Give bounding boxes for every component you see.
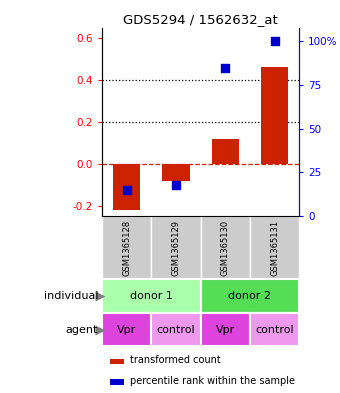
Text: GSM1365130: GSM1365130	[221, 220, 230, 275]
Point	[173, 182, 179, 188]
Bar	[151, 216, 201, 279]
Text: control: control	[157, 325, 195, 334]
Bar	[102, 216, 151, 279]
Text: GSM1365129: GSM1365129	[171, 220, 181, 275]
Point	[124, 187, 129, 193]
Text: transformed count: transformed count	[130, 355, 220, 365]
Text: percentile rank within the sample: percentile rank within the sample	[130, 376, 294, 386]
Text: control: control	[255, 325, 294, 334]
Bar	[250, 313, 299, 346]
Bar	[250, 216, 299, 279]
Text: individual: individual	[44, 291, 98, 301]
Bar	[110, 359, 124, 364]
Bar	[261, 67, 288, 164]
Text: Vpr: Vpr	[216, 325, 235, 334]
Bar	[201, 313, 250, 346]
Bar	[212, 139, 239, 164]
Point	[272, 39, 277, 45]
Text: donor 2: donor 2	[228, 291, 271, 301]
Bar	[102, 313, 151, 346]
Text: donor 1: donor 1	[130, 291, 173, 301]
Bar	[151, 313, 201, 346]
Bar	[163, 164, 189, 180]
Title: GDS5294 / 1562632_at: GDS5294 / 1562632_at	[123, 13, 278, 26]
Text: Vpr: Vpr	[117, 325, 136, 334]
Point	[223, 64, 228, 71]
Text: GSM1365128: GSM1365128	[122, 220, 131, 275]
Bar	[110, 379, 124, 385]
Bar	[113, 164, 140, 210]
Bar	[201, 216, 250, 279]
Bar	[102, 279, 201, 313]
Text: agent: agent	[66, 325, 98, 334]
Bar	[201, 279, 299, 313]
Text: GSM1365131: GSM1365131	[270, 220, 279, 275]
